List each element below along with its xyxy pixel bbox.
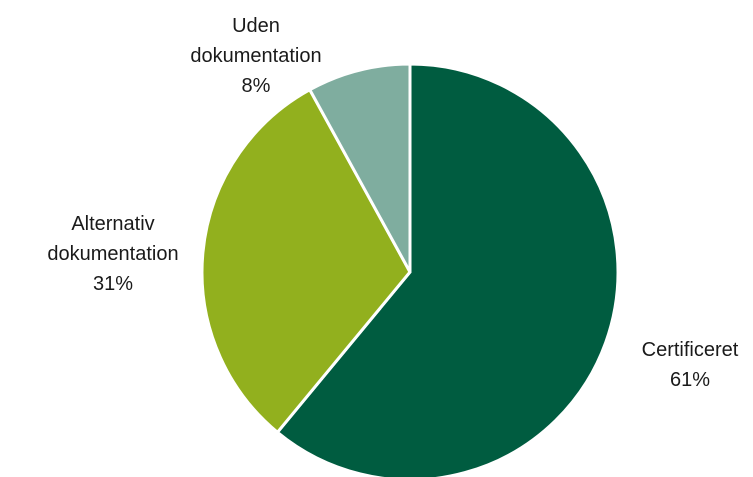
data-label-uden-dokumentation: Uden dokumentation 8%	[190, 15, 321, 97]
data-label-certificeret: Certificeret 61%	[642, 339, 739, 391]
slice-percent-label: 8%	[242, 75, 271, 97]
pie-labels: Certificeret 61% Alternativ dokumentation 31…	[47, 15, 738, 391]
slice-name-label: Certificeret	[642, 339, 739, 361]
data-label-alternativ-dokumentation: Alternativ dokumentation 31%	[47, 213, 178, 295]
pie-slice-certificeret	[275, 62, 620, 477]
pie-slices	[200, 62, 620, 477]
slice-name-label: dokumentation	[47, 243, 178, 265]
slice-name-label: Uden	[232, 15, 280, 37]
slice-name-label: Alternativ	[71, 213, 154, 235]
pie-slice-uden-dokumentation	[308, 62, 412, 274]
slice-percent-label: 31%	[93, 273, 133, 295]
pie-slice-alternativ-dokumentation	[200, 88, 412, 434]
slice-percent-label: 61%	[670, 369, 710, 391]
slice-name-label: dokumentation	[190, 45, 321, 67]
